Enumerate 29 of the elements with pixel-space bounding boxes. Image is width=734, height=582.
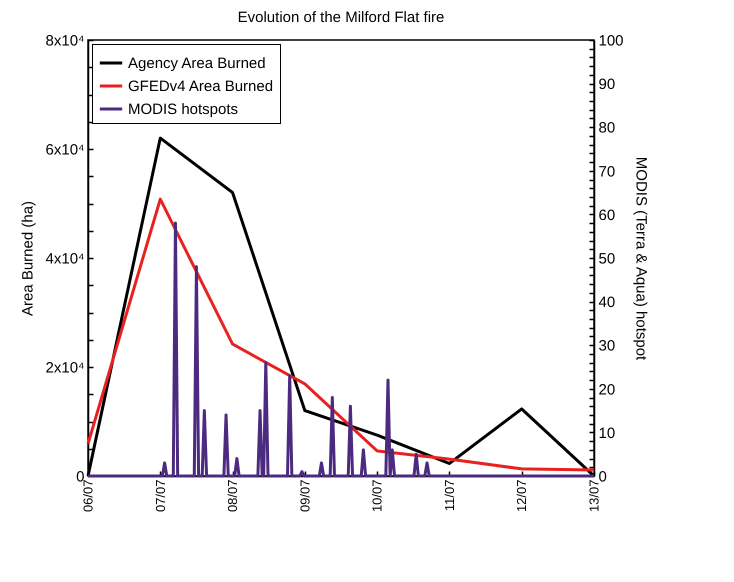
x-tick-label: 13/07 bbox=[586, 480, 602, 512]
legend-label: GFEDv4 Area Burned bbox=[128, 78, 274, 95]
y2-tick-label: 20 bbox=[598, 381, 616, 398]
x-tick-label: 12/07 bbox=[514, 480, 530, 512]
y2-axis-title: MODIS (Terra & Aqua) hotspot bbox=[632, 156, 650, 362]
x-tick-label: 11/07 bbox=[442, 480, 457, 512]
x-tick-label: 09/07 bbox=[297, 480, 312, 512]
y-tick-label: 2x10⁴ bbox=[46, 360, 84, 376]
chart-title: Evolution of the Milford Flat fire bbox=[238, 9, 444, 26]
x-tick-label: 10/07 bbox=[370, 480, 385, 512]
y-tick-label: 4x10⁴ bbox=[46, 250, 84, 268]
y-tick-label: 0 bbox=[76, 468, 84, 486]
y2-tick-label: 30 bbox=[598, 338, 616, 355]
y2-tick-label: 70 bbox=[598, 163, 616, 180]
x-tick-label: 08/07 bbox=[225, 480, 240, 512]
y2-tick-label: 80 bbox=[598, 120, 616, 137]
y-tick-label: 8x10⁴ bbox=[46, 32, 84, 50]
y2-tick-label: 50 bbox=[598, 250, 616, 268]
x-tick-label: 07/07 bbox=[152, 480, 168, 512]
y2-tick-label: 60 bbox=[598, 206, 616, 224]
y2-tick-label: 0 bbox=[598, 468, 607, 486]
legend-label: Agency Area Burned bbox=[128, 55, 266, 72]
y2-tick-label: 10 bbox=[598, 424, 616, 442]
y-tick-label: 6x10⁴ bbox=[46, 142, 84, 158]
y2-tick-label: 100 bbox=[598, 32, 624, 50]
y2-tick-label: 90 bbox=[598, 76, 616, 94]
y-axis-title: Area Burned (ha) bbox=[20, 200, 37, 316]
y2-tick-label: 40 bbox=[598, 294, 616, 312]
legend-label: MODIS hotspots bbox=[128, 101, 238, 118]
